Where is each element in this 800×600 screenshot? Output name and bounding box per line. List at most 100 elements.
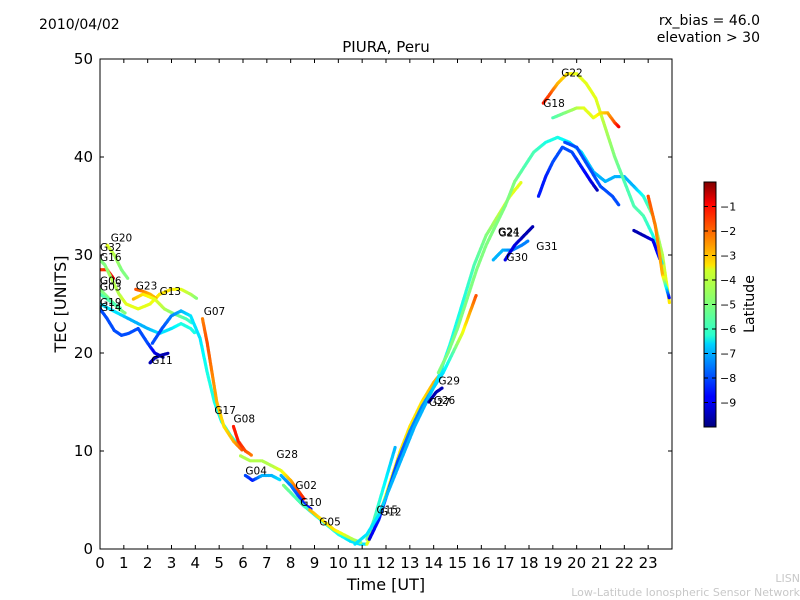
series-G23	[134, 287, 158, 300]
series-G30	[491, 239, 530, 262]
prn-label: G22	[561, 68, 583, 80]
colorbar-ticks: −1 −2 −3 −4 −5 −6 −7 −8 −9	[704, 201, 736, 410]
x-tick-label: 10	[329, 554, 348, 572]
colorbar-tick-label: −4	[720, 274, 736, 287]
series-G08	[231, 424, 253, 457]
prn-label: G02	[295, 480, 317, 492]
footer-long: Low-Latitude Ionospheric Sensor Network	[571, 586, 800, 599]
prn-label: G21	[499, 227, 521, 239]
series-G14	[100, 307, 165, 359]
x-tick-label: 13	[400, 554, 419, 572]
series-G25	[563, 140, 621, 207]
colorbar-tick-label: −9	[720, 397, 736, 410]
x-tick-label: 16	[472, 554, 491, 572]
prn-label: G23	[136, 280, 158, 292]
x-tick-label: 0	[95, 554, 105, 572]
series-layer	[100, 72, 672, 546]
x-tick-label: 12	[376, 554, 395, 572]
y-tick-label: 0	[83, 540, 93, 558]
series-G24	[436, 135, 672, 375]
x-tick-label: 7	[262, 554, 272, 572]
elevation-label: elevation > 30	[656, 30, 760, 46]
y-tick-label: 20	[74, 344, 93, 362]
prn-label: G14	[100, 302, 122, 314]
date-label: 2010/04/02	[39, 17, 120, 33]
y-tick-label: 50	[74, 50, 93, 68]
x-tick-label: 20	[567, 554, 586, 572]
data-point	[595, 188, 599, 192]
prn-label: G32	[100, 242, 122, 254]
x-tick-label: 17	[496, 554, 515, 572]
series-G19	[100, 302, 197, 335]
prn-label: G24	[498, 226, 520, 238]
data-point	[617, 203, 621, 207]
prn-label: G28	[276, 449, 298, 461]
series-G07	[200, 317, 244, 452]
data-point	[667, 296, 671, 300]
x-axis-label: Time [UT]	[346, 575, 425, 594]
y-axis-label: TEC [UNITS]	[51, 256, 70, 354]
x-tick-label: 2	[143, 554, 153, 572]
prn-label: G29	[438, 375, 460, 387]
x-tick-label: 14	[424, 554, 443, 572]
series-G15	[365, 445, 397, 541]
colorbar-label: Latitude	[742, 275, 758, 333]
data-point	[474, 294, 478, 298]
data-point	[166, 351, 170, 355]
prn-label: G30	[506, 252, 528, 264]
series-G27	[427, 386, 444, 404]
bias-info: rx_bias = 46.0 elevation > 30	[657, 13, 760, 47]
y-tick-label: 10	[74, 442, 93, 460]
data-point	[194, 296, 199, 300]
data-point	[192, 331, 197, 335]
colorbar-tick-label: −3	[720, 250, 736, 263]
series-G26	[353, 181, 523, 546]
prn-label: G07	[204, 306, 226, 318]
prn-label: G16	[100, 252, 122, 264]
chart-title: PIURA, Peru	[342, 38, 429, 56]
x-tick-label: 9	[310, 554, 320, 572]
prn-label: G05	[319, 517, 341, 529]
series-G18	[541, 72, 664, 265]
series-G03	[100, 292, 122, 310]
prn-label: G17	[214, 405, 236, 417]
x-tick-label: 11	[353, 554, 372, 572]
x-tick-label: 1	[119, 554, 129, 572]
prn-label: G12	[380, 507, 402, 519]
prn-label: G15	[377, 505, 399, 517]
x-tick-label: 4	[191, 554, 201, 572]
series-G16	[100, 258, 199, 311]
colorbar-tick-label: −1	[720, 201, 736, 214]
prn-label: G11	[151, 355, 173, 367]
prn-label: G31	[536, 241, 558, 253]
footer: LISN Low-Latitude Ionospheric Sensor Net…	[571, 572, 800, 600]
x-tick-label: 6	[238, 554, 248, 572]
y-tick-label: 40	[74, 148, 93, 166]
prn-label: G20	[111, 232, 133, 244]
series-G21	[646, 194, 671, 300]
series-G01	[536, 145, 599, 198]
prn-label: G26	[434, 395, 456, 407]
series-G28	[239, 454, 306, 501]
prn-label: G04	[245, 466, 267, 478]
x-tick-label: 19	[543, 554, 562, 572]
x-tick-label: 22	[615, 554, 634, 572]
data-point	[123, 311, 127, 315]
data-point	[617, 125, 621, 129]
series-G22	[551, 106, 621, 129]
data-point	[126, 276, 130, 280]
series-G20	[105, 243, 130, 280]
prn-label: G27	[429, 397, 451, 409]
data-point	[393, 445, 397, 450]
x-tick-label: 23	[639, 554, 658, 572]
x-tick-label: 5	[214, 554, 224, 572]
data-point	[667, 300, 672, 305]
y-axis: 0 10 20 30 40 50	[74, 50, 672, 558]
prn-label: G03	[100, 281, 122, 293]
prn-label: G10	[300, 497, 322, 509]
data-point	[526, 239, 530, 243]
x-tick-label: 15	[448, 554, 467, 572]
series-G11	[148, 351, 170, 365]
prn-label: G08	[234, 414, 256, 426]
